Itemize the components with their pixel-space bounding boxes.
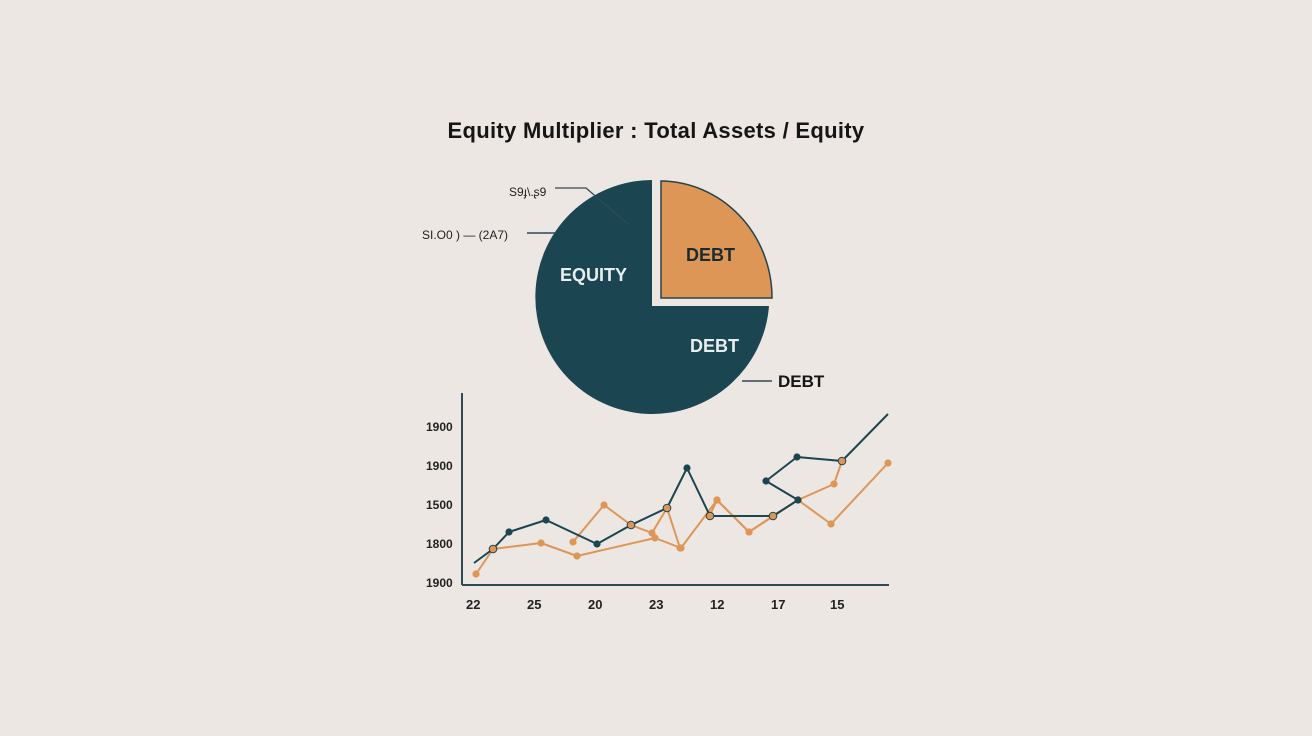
data-point <box>600 501 608 509</box>
data-point-overlap <box>837 456 847 466</box>
data-point <box>676 544 684 552</box>
data-point <box>542 516 550 524</box>
line-chart: 1900 1900 1500 1800 1900 22 25 20 23 12 … <box>426 393 892 612</box>
y-tick: 1900 <box>426 420 453 434</box>
x-tick: 15 <box>830 597 844 612</box>
x-tick: 17 <box>771 597 785 612</box>
data-point <box>537 539 545 547</box>
data-point <box>884 459 892 467</box>
data-point <box>713 496 721 504</box>
x-tick: 25 <box>527 597 541 612</box>
data-point-overlap <box>662 503 672 513</box>
callout-line-top <box>555 187 629 225</box>
y-tick: 1800 <box>426 537 453 551</box>
data-point-overlap <box>488 544 498 554</box>
data-point <box>827 520 835 528</box>
x-tick: 20 <box>588 597 602 612</box>
y-tick: 1900 <box>426 576 453 590</box>
y-tick: 1500 <box>426 498 453 512</box>
pie-chart: EQUITY DEBT DEBT <box>535 180 773 414</box>
data-point <box>569 538 577 546</box>
callout-top: S9ɟ\.ʂ9 <box>509 185 547 199</box>
data-point <box>593 540 601 548</box>
data-point-overlap <box>768 511 778 521</box>
pie-slice-equity <box>535 180 769 414</box>
series-line <box>475 460 843 575</box>
y-tick: 1900 <box>426 459 453 473</box>
chart-title: Equity Multiplier : Total Assets / Equit… <box>447 118 865 143</box>
pie-callouts: S9ɟ\.ʂ9 SI.O0 ) — (2A7) DEBT <box>422 185 825 391</box>
data-point <box>683 464 691 472</box>
data-point <box>472 570 480 578</box>
data-point <box>794 496 802 504</box>
line-series-layer <box>472 413 892 578</box>
pie-label-debt-lower: DEBT <box>690 336 739 356</box>
data-point-overlap <box>705 511 715 521</box>
data-point <box>505 528 513 536</box>
data-point <box>762 477 770 485</box>
x-tick: 23 <box>649 597 663 612</box>
series-line <box>572 504 681 549</box>
data-point-overlap <box>626 520 636 530</box>
pie-label-debt-wedge: DEBT <box>686 245 735 265</box>
data-point <box>648 529 656 537</box>
data-point <box>573 552 581 560</box>
x-tick: 22 <box>466 597 480 612</box>
x-tick: 12 <box>710 597 724 612</box>
data-point <box>830 480 838 488</box>
callout-right: DEBT <box>778 372 825 391</box>
data-point <box>745 528 753 536</box>
pie-slice-debt <box>660 180 773 299</box>
callout-left: SI.O0 ) — (2A7) <box>422 228 508 242</box>
pie-label-equity: EQUITY <box>560 265 627 285</box>
data-point <box>793 453 801 461</box>
